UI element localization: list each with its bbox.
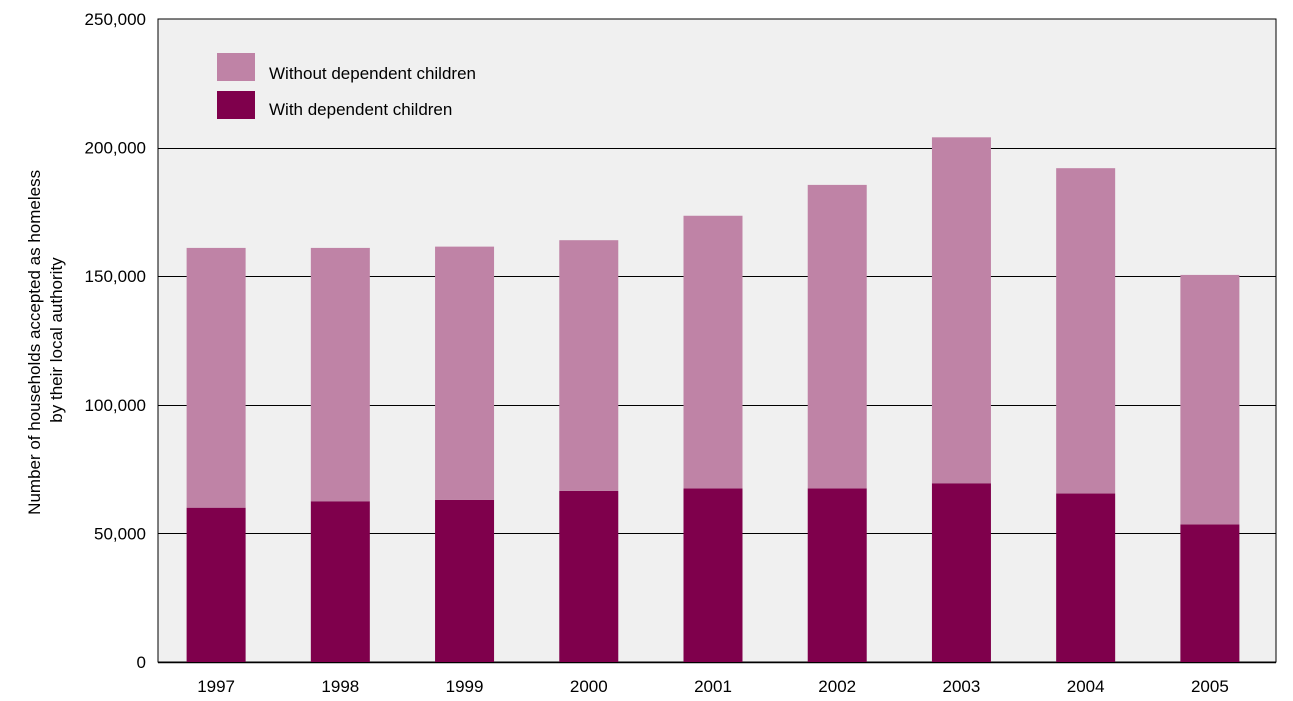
x-tick-label: 2001	[694, 677, 732, 696]
bar-segment	[807, 488, 867, 662]
bar-segment	[435, 246, 495, 500]
y-tick-label: 100,000	[85, 396, 146, 415]
bar-segment	[310, 247, 370, 502]
x-tick-label: 2003	[943, 677, 981, 696]
x-tick-label: 2002	[818, 677, 856, 696]
y-tick-label: 150,000	[85, 267, 146, 286]
y-tick-label: 200,000	[85, 139, 146, 158]
bars	[186, 137, 1240, 662]
y-axis-label-line-1: Number of households accepted as homeles…	[25, 170, 44, 515]
bar-segment	[1056, 493, 1116, 662]
y-tick-label: 0	[137, 653, 146, 672]
y-axis-ticks: 0 50,000 100,000 150,000 200,000 250,000	[85, 10, 146, 672]
bar-segment	[1180, 524, 1240, 662]
bar-segment	[559, 490, 619, 662]
y-axis-label: Number of households accepted as homeles…	[25, 165, 66, 515]
bar-segment	[186, 507, 246, 662]
bar-segment	[186, 247, 246, 508]
x-tick-label: 1998	[321, 677, 359, 696]
y-tick-label: 50,000	[94, 524, 146, 543]
legend: Without dependent children With dependen…	[217, 53, 476, 119]
bar-segment	[1180, 274, 1240, 525]
x-tick-label: 2005	[1191, 677, 1229, 696]
x-tick-label: 2004	[1067, 677, 1105, 696]
bar-segment	[807, 184, 867, 489]
x-tick-label: 2000	[570, 677, 608, 696]
bar-segment	[931, 137, 991, 484]
bar-segment	[931, 483, 991, 662]
x-axis-ticks: 1997 1998 1999 2000 2001 2002 2003 2004 2005	[197, 677, 1229, 696]
legend-swatch-with-children	[217, 91, 255, 119]
y-axis-label-line-2: by their local authority	[47, 257, 66, 423]
bar-segment	[310, 501, 370, 662]
legend-swatch-without-children	[217, 53, 255, 81]
legend-label-without-children: Without dependent children	[269, 64, 476, 83]
bar-segment	[683, 215, 743, 489]
bar-segment	[559, 240, 619, 491]
x-tick-label: 1999	[446, 677, 484, 696]
bar-segment	[1056, 168, 1116, 494]
legend-label-with-children: With dependent children	[269, 100, 452, 119]
x-tick-label: 1997	[197, 677, 235, 696]
bar-segment	[435, 499, 495, 662]
bar-segment	[683, 488, 743, 662]
y-tick-label: 250,000	[85, 10, 146, 29]
